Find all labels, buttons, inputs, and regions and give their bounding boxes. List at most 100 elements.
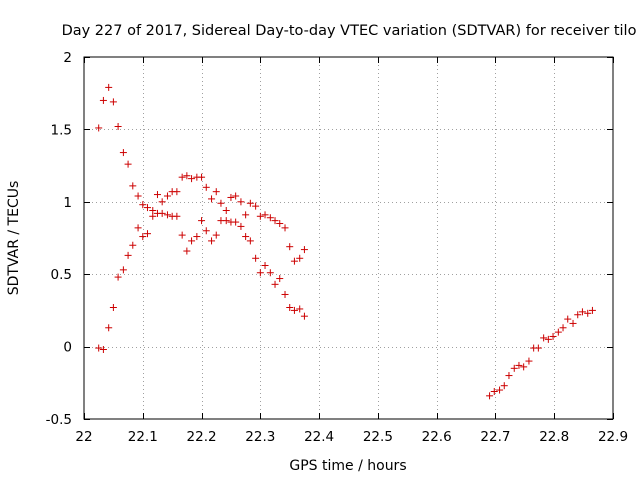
data-point-marker [134, 192, 142, 200]
data-point-marker [281, 224, 289, 232]
data-point-marker [276, 275, 284, 283]
data-point-marker [525, 357, 533, 365]
data-point-marker [252, 202, 260, 210]
y-tick-label: 1.5 [51, 122, 72, 138]
x-tick-label: 22 [75, 429, 92, 445]
data-point-marker [300, 246, 308, 254]
data-point-marker [109, 304, 117, 312]
data-point-marker [505, 372, 513, 380]
data-point-marker [554, 328, 562, 336]
data-point-marker [256, 212, 264, 220]
data-point-marker [266, 269, 274, 277]
x-tick-label: 22.5 [363, 429, 393, 445]
data-point-marker [99, 96, 107, 104]
data-point-marker [139, 233, 147, 241]
data-points [95, 83, 596, 400]
data-point-marker [486, 392, 494, 400]
x-tick-label: 22.1 [128, 429, 158, 445]
data-point-marker [143, 204, 151, 212]
data-point-marker [237, 222, 245, 230]
data-point-marker [281, 290, 289, 298]
data-point-marker [569, 319, 577, 327]
data-point-marker [520, 363, 528, 371]
data-point-marker [114, 123, 122, 131]
data-point-marker [496, 386, 504, 394]
data-point-marker [286, 304, 294, 312]
data-point-marker [515, 361, 523, 369]
data-point-marker [95, 344, 103, 352]
data-point-marker [119, 149, 127, 157]
data-point-marker [188, 175, 196, 183]
data-point-marker [105, 83, 113, 91]
data-point-marker [261, 262, 269, 270]
data-point-marker [158, 209, 166, 217]
data-point-marker [232, 192, 240, 200]
data-point-marker [271, 217, 279, 225]
x-tick-label: 22.3 [245, 429, 275, 445]
data-point-marker [208, 195, 216, 203]
data-point-marker [99, 345, 107, 353]
grid-lines [84, 57, 613, 419]
data-point-marker [574, 311, 582, 319]
x-axis-label: GPS time / hours [289, 458, 406, 474]
data-point-marker [143, 230, 151, 238]
data-point-marker [559, 324, 567, 332]
data-point-marker [242, 233, 250, 241]
data-point-marker [105, 324, 113, 332]
x-tick-label: 22.2 [187, 429, 217, 445]
data-point-marker [193, 233, 201, 241]
data-point-marker [490, 387, 498, 395]
data-point-marker [227, 193, 235, 201]
data-point-marker [198, 217, 206, 225]
data-point-marker [222, 206, 230, 214]
x-tick-label: 22.9 [598, 429, 628, 445]
data-point-marker [178, 231, 186, 239]
data-point-marker [183, 247, 191, 255]
y-axis-label: SDTVAR / TECUs [6, 181, 22, 296]
data-point-marker [173, 188, 181, 196]
data-point-marker [202, 183, 210, 191]
data-point-marker [212, 231, 220, 239]
data-point-marker [198, 173, 206, 181]
data-point-marker [290, 257, 298, 265]
data-point-marker [296, 254, 304, 262]
data-point-marker [129, 182, 137, 190]
data-point-marker [173, 212, 181, 220]
data-point-marker [256, 269, 264, 277]
data-point-marker [134, 224, 142, 232]
data-point-marker [271, 280, 279, 288]
data-point-marker [500, 382, 508, 390]
x-tick-label: 22.7 [480, 429, 510, 445]
data-point-marker [300, 312, 308, 320]
data-point-marker [246, 237, 254, 245]
data-point-marker [158, 198, 166, 206]
data-point-marker [578, 308, 586, 316]
data-point-marker [564, 315, 572, 323]
data-point-marker [178, 173, 186, 181]
data-point-marker [290, 306, 298, 314]
data-point-marker [163, 192, 171, 200]
data-point-marker [549, 332, 557, 340]
data-point-marker [208, 237, 216, 245]
data-point-marker [276, 220, 284, 228]
data-point-marker [212, 188, 220, 196]
data-point-marker [124, 160, 132, 168]
data-point-marker [584, 309, 592, 317]
data-point-marker [183, 172, 191, 180]
y-tick-label: -0.5 [46, 412, 72, 428]
data-point-marker [242, 211, 250, 219]
chart-title: Day 227 of 2017, Sidereal Day-to-day VTE… [62, 23, 637, 39]
data-point-marker [544, 335, 552, 343]
data-point-marker [266, 214, 274, 222]
axis-ticks [84, 57, 614, 420]
plot-area-frame [83, 56, 614, 420]
y-tick-label: 0.5 [51, 267, 72, 283]
data-point-marker [296, 305, 304, 313]
data-point-marker [252, 254, 260, 262]
y-tick-label: 0 [63, 340, 72, 356]
data-point-marker [217, 199, 225, 207]
data-point-marker [261, 211, 269, 219]
x-tick-label: 22.4 [304, 429, 334, 445]
data-point-marker [153, 191, 161, 199]
data-point-marker [534, 344, 542, 352]
